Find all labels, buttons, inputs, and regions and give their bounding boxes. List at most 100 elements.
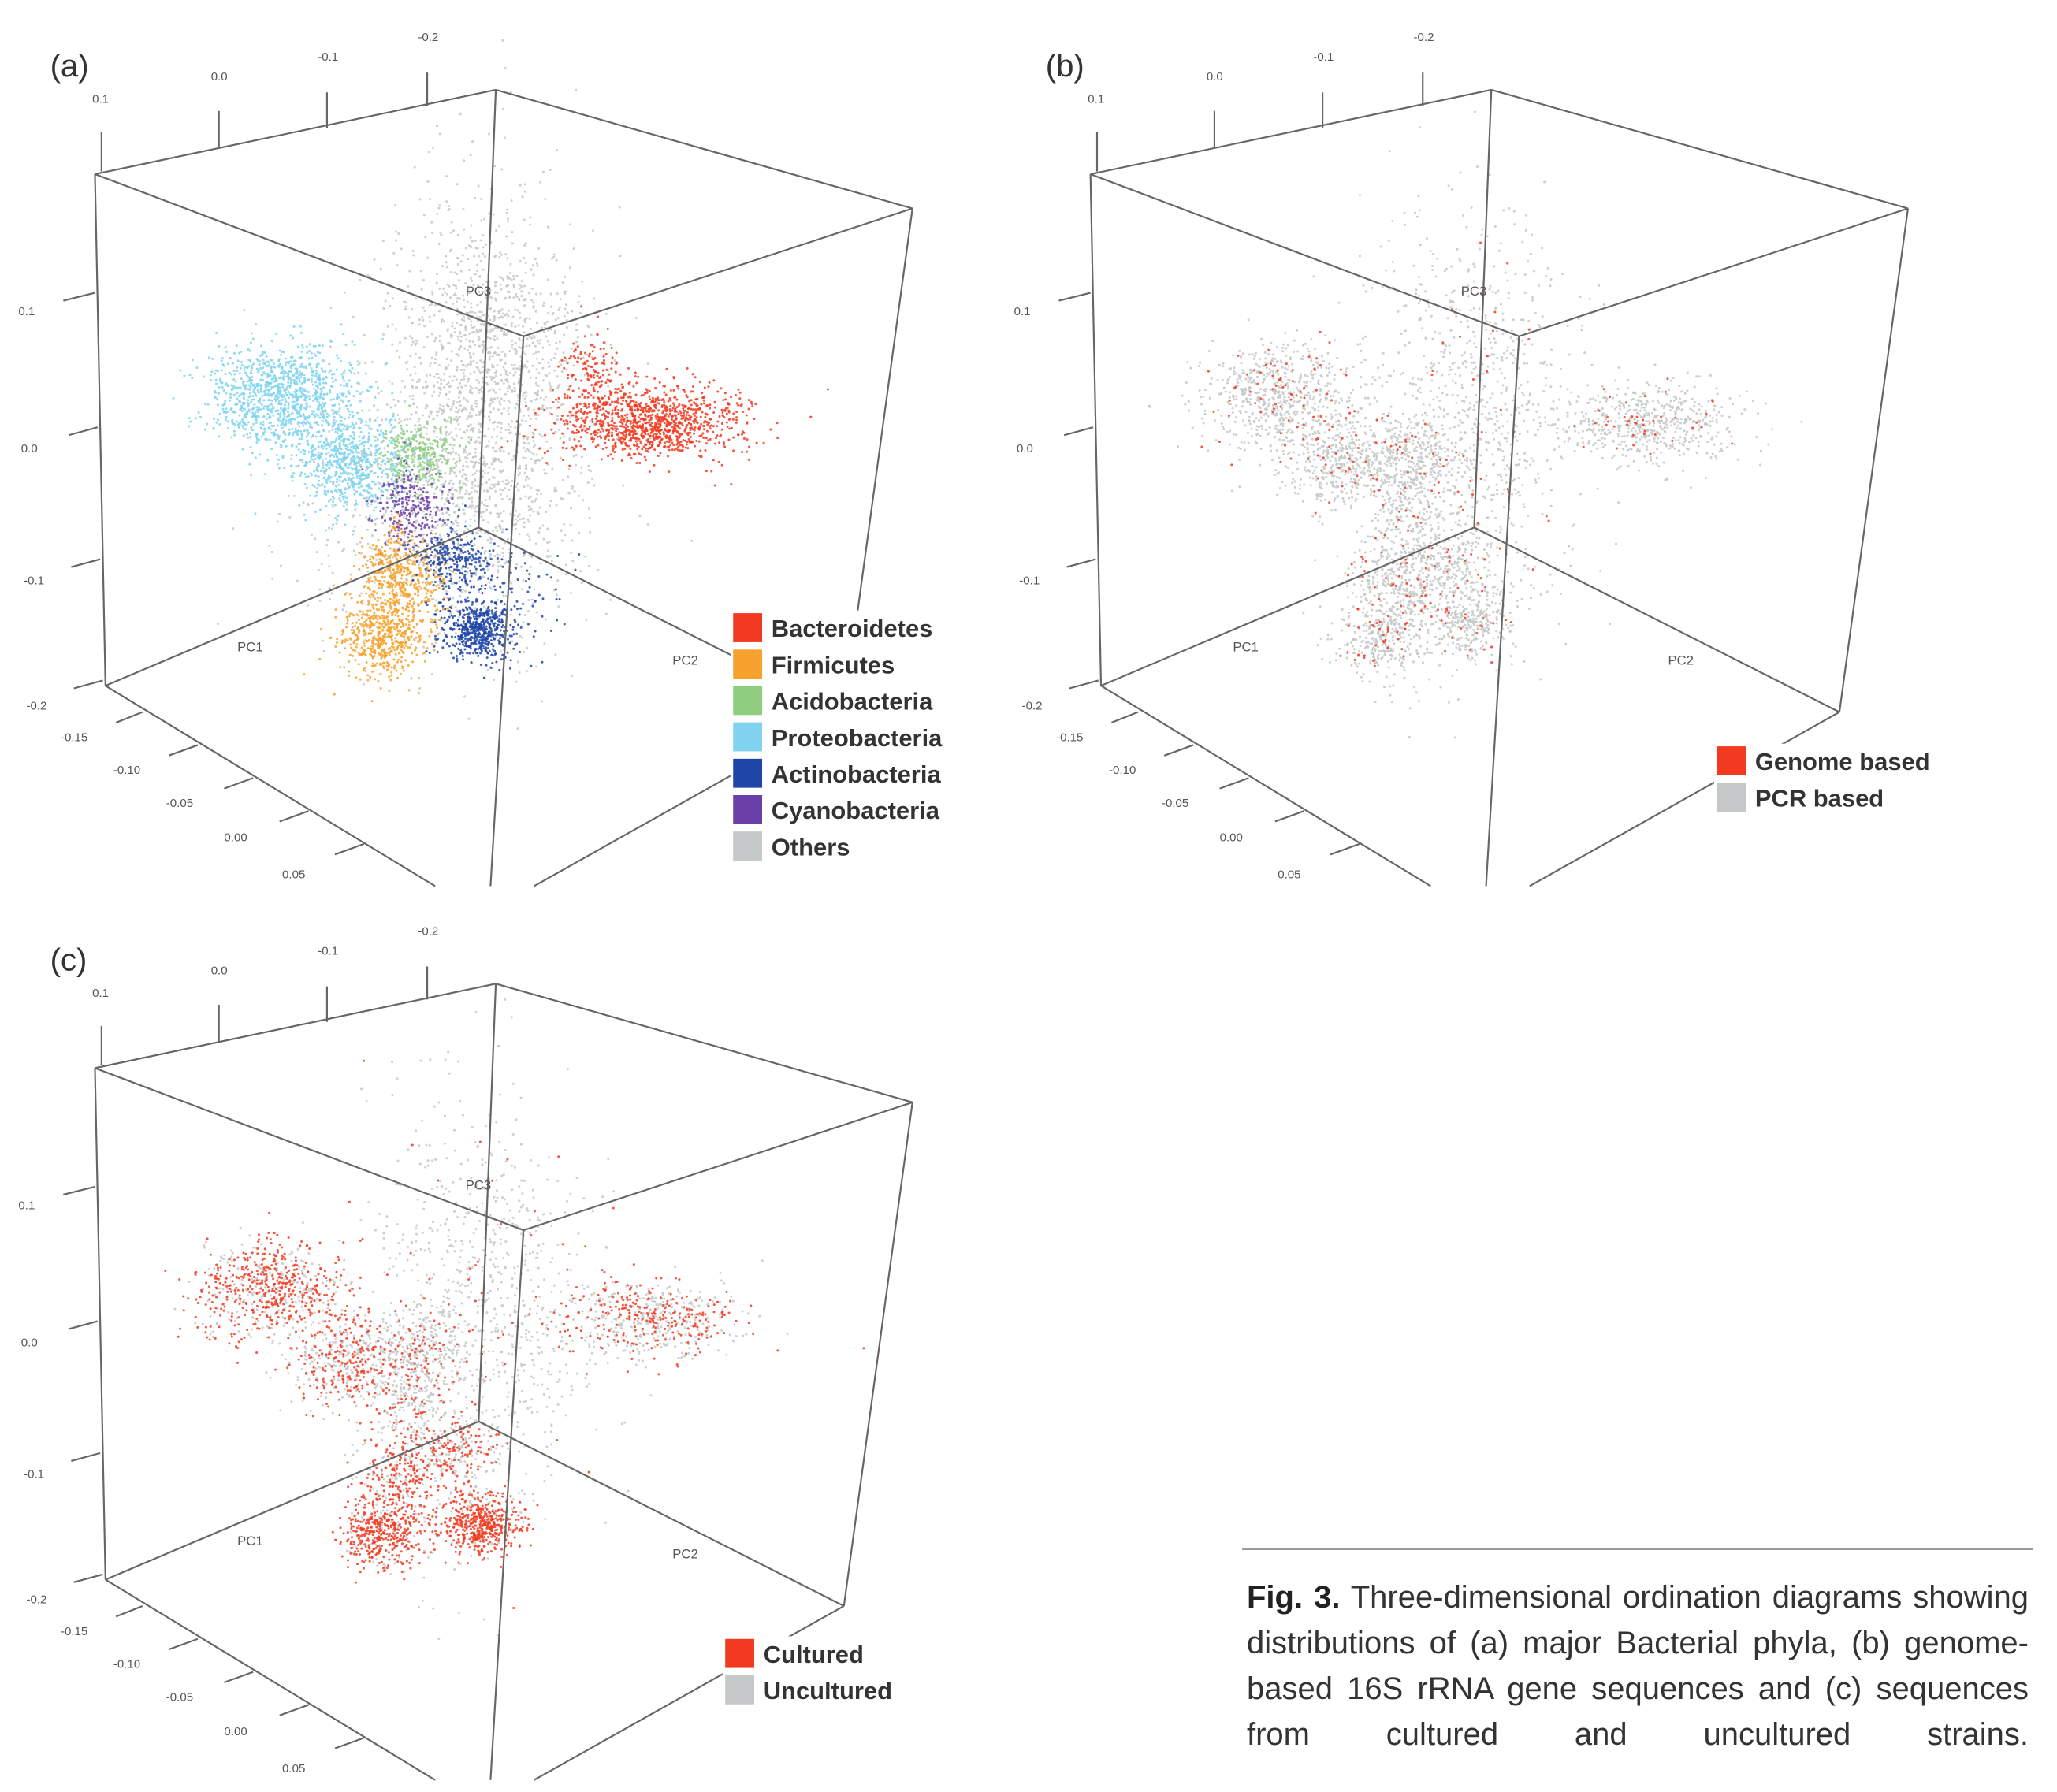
point-proteobacteria xyxy=(299,356,303,359)
point-bacteroidetes xyxy=(707,439,710,442)
point-bacteroidetes xyxy=(568,411,571,414)
point-proteobacteria xyxy=(238,422,241,426)
point-others xyxy=(475,469,478,472)
point-proteobacteria xyxy=(299,451,303,454)
point-bacteroidetes xyxy=(690,403,693,407)
point-others xyxy=(404,308,407,311)
point-proteobacteria xyxy=(372,460,375,463)
point-others xyxy=(458,408,461,411)
point-others xyxy=(398,546,401,549)
point-others xyxy=(504,353,507,356)
point-others xyxy=(446,292,449,296)
point-others xyxy=(534,459,537,463)
point-others xyxy=(561,539,564,542)
point-others xyxy=(485,376,489,379)
point-others xyxy=(465,484,468,487)
point-others xyxy=(419,362,422,365)
point-proteobacteria xyxy=(263,430,266,433)
point-acidobacteria xyxy=(426,483,430,486)
point-bacteroidetes xyxy=(653,432,657,435)
point-others xyxy=(508,489,511,492)
point-proteobacteria xyxy=(311,394,314,397)
point-others xyxy=(424,407,427,410)
point-bacteroidetes xyxy=(645,375,649,378)
point-proteobacteria xyxy=(247,399,250,402)
point-others xyxy=(529,566,532,569)
point-others xyxy=(357,364,360,367)
point-proteobacteria xyxy=(352,488,355,491)
point-others xyxy=(564,275,567,278)
point-proteobacteria xyxy=(279,376,282,379)
point-proteobacteria xyxy=(306,429,309,432)
point-proteobacteria xyxy=(316,386,319,389)
point-others xyxy=(572,247,575,251)
point-others xyxy=(471,483,474,486)
point-others xyxy=(446,562,449,565)
point-proteobacteria xyxy=(350,370,353,374)
point-others xyxy=(524,478,527,481)
point-bacteroidetes xyxy=(730,396,733,399)
point-bacteroidetes xyxy=(713,484,716,487)
point-others xyxy=(354,525,357,528)
point-proteobacteria xyxy=(319,392,322,396)
point-proteobacteria xyxy=(293,390,296,393)
point-bacteroidetes xyxy=(720,408,723,411)
point-others xyxy=(511,640,514,643)
point-others xyxy=(431,146,434,149)
point-proteobacteria xyxy=(270,403,273,406)
point-proteobacteria xyxy=(366,424,370,427)
point-acidobacteria xyxy=(410,430,413,433)
point-proteobacteria xyxy=(221,381,224,385)
point-proteobacteria xyxy=(328,526,331,530)
point-bacteroidetes xyxy=(686,366,689,370)
point-others xyxy=(523,614,526,617)
point-others xyxy=(514,527,517,530)
point-proteobacteria xyxy=(287,433,290,437)
point-others xyxy=(468,351,471,355)
point-acidobacteria xyxy=(433,452,437,455)
point-proteobacteria xyxy=(209,374,212,377)
point-others xyxy=(366,274,370,277)
point-others xyxy=(509,426,512,429)
point-others xyxy=(423,392,426,395)
point-others xyxy=(557,605,560,608)
point-proteobacteria xyxy=(269,359,272,362)
point-others xyxy=(448,385,451,389)
point-others xyxy=(519,259,522,262)
point-others xyxy=(502,366,505,369)
point-others xyxy=(474,273,477,276)
point-proteobacteria xyxy=(325,481,329,484)
point-proteobacteria xyxy=(224,345,227,349)
point-proteobacteria xyxy=(296,422,299,426)
point-bacteroidetes xyxy=(735,410,738,413)
point-proteobacteria xyxy=(335,491,338,494)
point-acidobacteria xyxy=(427,438,430,441)
point-others xyxy=(438,407,441,411)
point-others xyxy=(433,384,436,387)
point-bacteroidetes xyxy=(720,387,723,390)
point-others xyxy=(525,344,528,348)
point-proteobacteria xyxy=(303,379,307,382)
point-acidobacteria xyxy=(393,468,396,471)
point-proteobacteria xyxy=(320,367,323,370)
point-others xyxy=(458,456,461,459)
point-others xyxy=(586,353,589,356)
point-proteobacteria xyxy=(347,466,350,469)
point-others xyxy=(447,398,450,401)
point-others xyxy=(564,573,567,576)
point-bacteroidetes xyxy=(709,403,712,407)
point-others xyxy=(404,400,407,403)
point-others xyxy=(507,452,510,455)
point-proteobacteria xyxy=(334,485,337,488)
point-others xyxy=(462,396,465,400)
point-others xyxy=(498,388,501,391)
point-others xyxy=(519,467,522,470)
point-proteobacteria xyxy=(390,470,393,473)
point-proteobacteria xyxy=(295,454,298,457)
point-proteobacteria xyxy=(300,422,303,425)
point-others xyxy=(526,408,530,411)
point-others xyxy=(462,299,465,302)
point-proteobacteria xyxy=(374,396,377,399)
point-others xyxy=(459,404,462,407)
point-others xyxy=(575,453,578,456)
